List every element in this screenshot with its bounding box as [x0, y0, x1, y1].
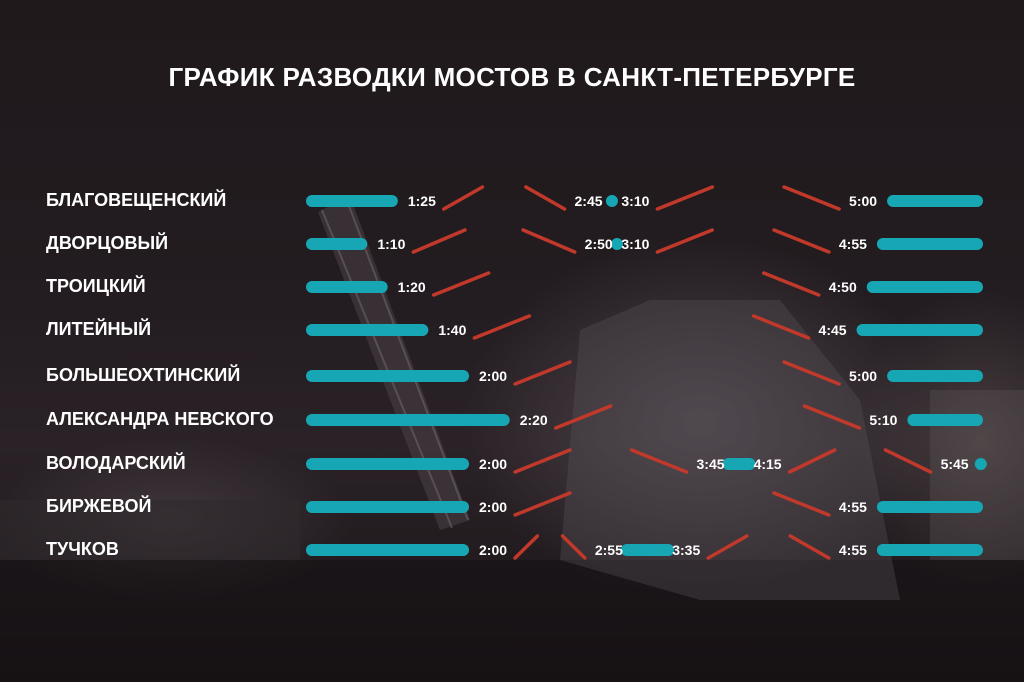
time-label: 3:10 — [621, 193, 649, 209]
bridge-name-label: ТРОИЦКИЙ — [46, 276, 146, 296]
raised-bridge-leaf — [560, 534, 587, 560]
raised-bridge-leaf — [751, 314, 811, 340]
raised-bridge-leaf — [802, 404, 862, 430]
time-label: 5:00 — [849, 193, 877, 209]
raised-bridge-leaf — [655, 228, 715, 254]
raised-bridge-leaf — [513, 534, 540, 560]
chart-title: ГРАФИК РАЗВОДКИ МОСТОВ В САНКТ-ПЕТЕРБУРГ… — [168, 62, 856, 92]
raised-bridge-leaf — [787, 448, 837, 474]
bridge-name-label: БИРЖЕВОЙ — [46, 496, 152, 516]
time-label: 5:45 — [941, 456, 969, 472]
bridge-name-label: ВОЛОДАРСКИЙ — [46, 453, 186, 473]
raised-bridge-leaf — [772, 491, 831, 517]
raised-bridge-leaf — [431, 271, 491, 297]
raised-bridge-leaf — [472, 314, 532, 340]
raised-bridge-leaf — [782, 185, 841, 211]
bridge-name-label: АЛЕКСАНДРА НЕВСКОГО — [46, 409, 274, 429]
time-label: 1:40 — [438, 322, 466, 338]
raised-bridge-leaf — [788, 534, 831, 560]
time-label: 4:55 — [839, 236, 867, 252]
time-label: 2:00 — [479, 542, 507, 558]
time-label: 2:00 — [479, 368, 507, 384]
raised-bridge-leaf — [772, 228, 831, 254]
time-label: 5:10 — [869, 412, 897, 428]
raised-bridge-leaf — [442, 185, 485, 211]
time-label: 2:20 — [520, 412, 548, 428]
bridge-name-label: БОЛЬШЕОХТИНСКИЙ — [46, 365, 241, 385]
raised-bridge-leaf — [761, 271, 821, 297]
raised-bridge-leaf — [521, 228, 577, 254]
time-label: 2:00 — [479, 499, 507, 515]
raised-bridge-leaf — [782, 360, 841, 386]
time-label: 4:15 — [754, 456, 782, 472]
raised-bridge-leaf — [706, 534, 749, 560]
time-label: 2:00 — [479, 456, 507, 472]
bridge-name-label: ДВОРЦОВЫЙ — [46, 233, 169, 253]
time-label: 3:10 — [621, 236, 649, 252]
bridge-name-label: ЛИТЕЙНЫЙ — [46, 319, 152, 339]
time-label: 3:45 — [697, 456, 725, 472]
bridge-name-label: БЛАГОВЕЩЕНСКИЙ — [46, 190, 227, 210]
open-traffic-dot — [974, 458, 987, 470]
time-label: 4:50 — [829, 279, 857, 295]
raised-bridge-leaf — [411, 228, 467, 254]
raised-bridge-leaf — [513, 360, 572, 386]
raised-bridge-leaf — [513, 448, 572, 474]
time-label: 3:35 — [672, 542, 700, 558]
time-label: 2:45 — [575, 193, 603, 209]
time-label: 2:50 — [585, 236, 613, 252]
raised-bridge-leaf — [629, 448, 689, 474]
time-label: 4:55 — [839, 542, 867, 558]
open-traffic-dot — [605, 195, 618, 207]
bridge-name-label: ТУЧКОВ — [46, 539, 119, 559]
raised-bridge-leaf — [883, 448, 933, 474]
time-label: 1:25 — [408, 193, 436, 209]
time-label: 2:55 — [595, 542, 623, 558]
raised-bridge-leaf — [513, 491, 572, 517]
time-label: 1:10 — [377, 236, 405, 252]
raised-bridge-leaf — [553, 404, 613, 430]
time-label: 4:45 — [819, 322, 847, 338]
time-label: 1:20 — [398, 279, 426, 295]
raised-bridge-leaf — [524, 185, 567, 211]
raised-bridge-leaf — [655, 185, 715, 211]
time-label: 4:55 — [839, 499, 867, 515]
open-traffic-dot — [611, 238, 624, 250]
time-label: 5:00 — [849, 368, 877, 384]
